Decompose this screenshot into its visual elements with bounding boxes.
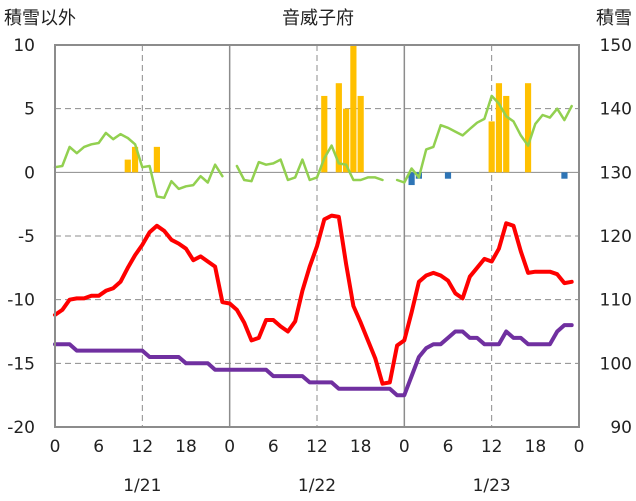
left-tick-label: 0 bbox=[24, 163, 35, 183]
x-tick-label: 0 bbox=[574, 437, 585, 457]
left-tick-label: 5 bbox=[24, 100, 35, 120]
left-axis-label: 積雪以外 bbox=[4, 8, 76, 29]
right-tick-label: 90 bbox=[610, 418, 632, 438]
x-tick-label: 0 bbox=[224, 437, 235, 457]
bar-orange bbox=[524, 83, 532, 173]
bar-orange bbox=[131, 146, 139, 173]
bar-orange bbox=[343, 108, 350, 173]
x-tick-label: 18 bbox=[525, 437, 547, 457]
right-tick-label: 150 bbox=[600, 36, 632, 56]
line-purple bbox=[53, 323, 574, 398]
day-label: 1/22 bbox=[298, 476, 336, 496]
x-tick-label: 0 bbox=[50, 437, 61, 457]
bar-orange bbox=[357, 95, 364, 173]
right-tick-label: 130 bbox=[600, 163, 632, 183]
day-label: 1/23 bbox=[473, 476, 511, 496]
bar-orange bbox=[350, 45, 357, 173]
right-tick-label: 120 bbox=[600, 227, 632, 247]
chart-title: 音威子府 bbox=[282, 8, 354, 29]
x-tick-label: 6 bbox=[93, 437, 104, 457]
left-tick-label: -5 bbox=[18, 227, 35, 247]
right-axis-label: 積雪 bbox=[596, 8, 632, 29]
left-tick-label: -10 bbox=[7, 291, 35, 311]
x-tick-label: 12 bbox=[481, 437, 503, 457]
line-red bbox=[53, 213, 574, 386]
x-tick-label: 12 bbox=[132, 437, 154, 457]
bar-blue bbox=[561, 172, 568, 179]
bar-orange bbox=[495, 83, 503, 173]
left-tick-label: -20 bbox=[7, 418, 35, 438]
x-tick-label: 18 bbox=[350, 437, 372, 457]
x-tick-label: 6 bbox=[443, 437, 454, 457]
right-tick-label: 100 bbox=[600, 354, 632, 374]
bar-orange bbox=[335, 83, 342, 173]
bar-orange bbox=[321, 95, 328, 173]
x-tick-label: 18 bbox=[175, 437, 197, 457]
bar-blue bbox=[408, 172, 415, 186]
x-tick-label: 6 bbox=[268, 437, 279, 457]
line-series bbox=[53, 94, 574, 398]
plot-area-border bbox=[54, 44, 580, 428]
bar-orange bbox=[503, 95, 510, 173]
line-green bbox=[53, 94, 573, 200]
right-tick-label: 110 bbox=[600, 291, 632, 311]
left-tick-label: 10 bbox=[13, 36, 35, 56]
right-tick-label: 140 bbox=[600, 100, 632, 120]
x-tick-label: 0 bbox=[399, 437, 410, 457]
x-tick-label: 12 bbox=[306, 437, 328, 457]
bar-orange bbox=[153, 146, 160, 173]
left-tick-label: -15 bbox=[7, 354, 35, 374]
bar-orange bbox=[124, 159, 131, 173]
bar-orange bbox=[488, 121, 495, 173]
bar-series bbox=[124, 45, 568, 186]
day-label: 1/21 bbox=[123, 476, 161, 496]
bar-blue bbox=[444, 172, 452, 179]
